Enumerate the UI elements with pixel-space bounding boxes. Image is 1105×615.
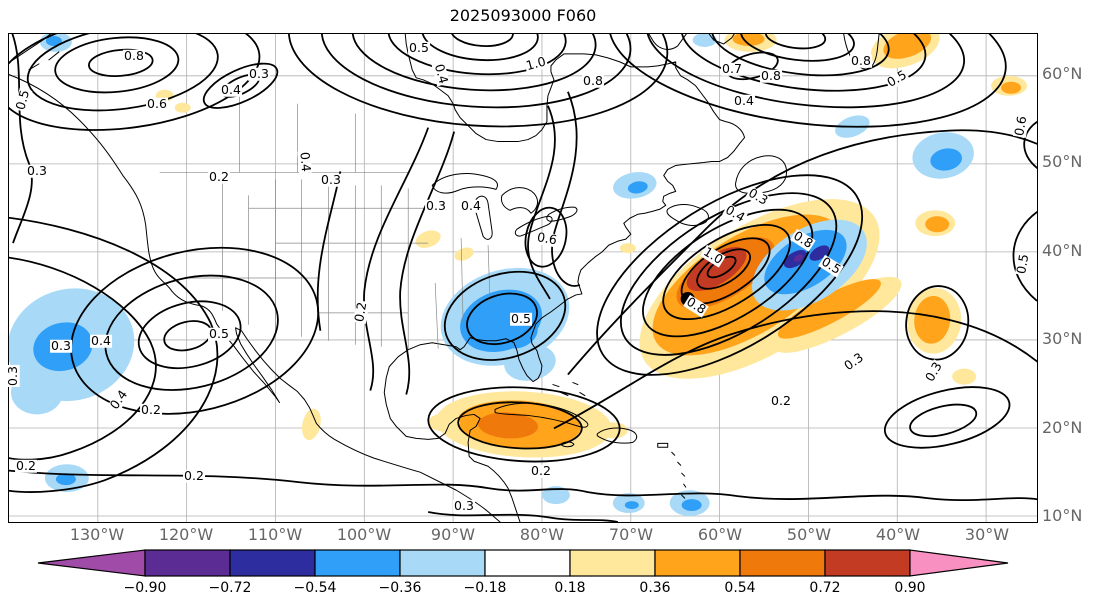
- colorbar-tick-label: −0.18: [463, 580, 507, 596]
- colorbar-segment: [654, 549, 741, 577]
- contour-label: 0.3: [50, 337, 72, 353]
- lat-tick-label: 60°N: [1042, 64, 1083, 83]
- colorbar-segment: [484, 549, 571, 577]
- lon-tick-label: 110°W: [247, 525, 303, 544]
- lon-tick-label: 130°W: [69, 525, 125, 544]
- colorbar-segment: [739, 549, 826, 577]
- contour-label: 0.2: [15, 457, 37, 473]
- lon-tick-label: 40°W: [875, 525, 921, 544]
- colorbar-tick-label: −0.90: [123, 580, 167, 596]
- colorbar-segment: [399, 549, 486, 577]
- colorbar-tick-label: 0.36: [639, 580, 671, 596]
- colorbar-tick-label: −0.36: [378, 580, 422, 596]
- lat-tick-label: 20°N: [1042, 417, 1083, 437]
- plot-title: 2025093000 F060: [449, 6, 597, 25]
- lon-tick-label: 90°W: [430, 525, 476, 544]
- colorbar-segment: [314, 549, 401, 577]
- lon-tick-label: 100°W: [336, 525, 392, 544]
- contour-label: 0.3: [26, 162, 48, 178]
- contour-label: 0.2: [183, 467, 205, 483]
- filled-anomaly-regions: [9, 34, 1028, 517]
- positive-anomaly-core: [686, 247, 747, 292]
- contour-label: 0.4: [297, 150, 315, 174]
- contour-label: 0.5: [510, 310, 532, 326]
- lon-tick-label: 60°W: [697, 525, 743, 544]
- contour-label: 0.2: [140, 401, 162, 417]
- contour-label: 0.7: [721, 60, 743, 76]
- colorbar-extend-high-arrow: [909, 549, 1009, 577]
- lat-tick-label: 40°N: [1042, 240, 1083, 260]
- lon-tick-label: 120°W: [158, 525, 214, 544]
- contour-label: 0.3: [453, 497, 475, 513]
- lon-tick-label: 80°W: [519, 525, 565, 544]
- colorbar-tick-labels: −0.90 −0.72 −0.54 −0.36 −0.18 0.18 0.36 0.54 0.7…: [0, 580, 1105, 600]
- contour-label: 0.5: [208, 325, 230, 341]
- contour-label: 0.4: [460, 197, 482, 213]
- contour-label: 0.5: [408, 39, 430, 55]
- colorbar-segment: [569, 549, 656, 577]
- lon-tick-label: 30°W: [964, 525, 1010, 544]
- contour-label: 0.4: [90, 332, 112, 348]
- lon-tick-label: 70°W: [608, 525, 654, 544]
- contour-label: 0.8: [582, 72, 604, 88]
- map-plot-area: 0.8 0.3 0.4 0.6 0.5 0.5 1.0 0.8 0.4 0.6 0.3 0.4 0.2 0…: [4, 33, 1038, 523]
- colorbar-segment: [229, 549, 316, 577]
- contour-label: 0.8: [760, 67, 782, 83]
- lon-tick-label: 50°W: [786, 525, 832, 544]
- colorbar-segment: [144, 549, 231, 577]
- contour-label: 0.3: [4, 365, 20, 387]
- contour-label: 0.3: [248, 65, 270, 81]
- contour-label: 0.8: [123, 47, 145, 63]
- contour-label: 0.4: [220, 81, 242, 97]
- contour-lines: [9, 34, 1037, 522]
- colorbar-tick-label: −0.72: [208, 580, 252, 596]
- lat-tick-label: 50°N: [1042, 152, 1083, 172]
- lat-tick-label: 10°N: [1042, 506, 1083, 525]
- contour-label: 0.8: [850, 52, 872, 68]
- lat-tick-label: 30°N: [1042, 329, 1083, 349]
- colorbar-extend-low-arrow: [37, 549, 146, 577]
- contour-label: 0.2: [530, 462, 552, 478]
- contour-label: 0.3: [320, 171, 342, 187]
- colorbar-tick-label: 0.72: [809, 580, 841, 596]
- colorbar-tick-label: 0.54: [724, 580, 756, 596]
- map-canvas: [9, 34, 1037, 522]
- colorbar: [37, 549, 1009, 577]
- colorbar-tick-label: 0.18: [554, 580, 586, 596]
- contour-label: 0.2: [208, 168, 230, 184]
- contour-label: 0.3: [425, 197, 447, 213]
- colorbar-tick-label: 0.90: [894, 580, 926, 596]
- contour-label: 0.2: [770, 392, 792, 408]
- colorbar-tick-label: −0.54: [293, 580, 337, 596]
- contour-label: 0.4: [733, 92, 755, 108]
- contour-label: 0.6: [146, 95, 168, 111]
- colorbar-segment: [824, 549, 911, 577]
